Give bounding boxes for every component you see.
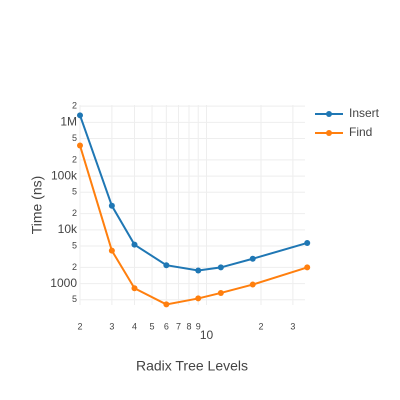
y-axis-title: Time (ns)	[29, 176, 45, 235]
point	[108, 247, 115, 254]
y-tick-label: 100k	[51, 168, 78, 182]
y-tick-label: 2	[72, 262, 77, 272]
x-tick-label: 6	[164, 321, 169, 331]
point	[195, 267, 202, 274]
point	[131, 285, 138, 292]
point	[217, 289, 224, 296]
y-tick-label: 2	[72, 208, 77, 218]
grid	[79, 105, 305, 305]
point	[249, 281, 256, 288]
series-line	[79, 145, 308, 306]
y-tick-label: 2	[72, 154, 77, 164]
y-tick-label: 1M	[60, 114, 77, 128]
point	[77, 112, 83, 119]
y-tick-label: 5	[72, 187, 77, 197]
point	[304, 264, 311, 271]
y-tick-label: 5	[72, 240, 77, 250]
x-tick-label: 3	[290, 321, 295, 331]
point	[131, 241, 138, 248]
point	[108, 202, 115, 209]
point	[217, 264, 224, 271]
x-tick-label: 2	[77, 321, 82, 331]
legend-label: Insert	[349, 106, 380, 120]
y-tick-label: 5	[72, 294, 77, 304]
point	[304, 239, 311, 246]
x-axis-title: Radix Tree Levels	[136, 358, 248, 374]
x-tick-label: 8	[186, 321, 191, 331]
y-tick-label: 10k	[58, 222, 78, 236]
y-tick-label: 2	[72, 101, 77, 111]
x-tick-label: 3	[109, 321, 114, 331]
y-tick-label: 5	[72, 133, 77, 143]
x-tick-label: 10	[200, 328, 214, 342]
series-line	[79, 114, 308, 272]
x-tick-label: 7	[176, 321, 181, 331]
point	[163, 262, 170, 269]
x-tick-label: 5	[150, 321, 155, 331]
legend-marker	[326, 111, 332, 117]
legend-label: Find	[349, 125, 372, 139]
point	[195, 295, 202, 302]
point	[249, 255, 256, 262]
x-tick-label: 9	[196, 321, 201, 331]
point	[77, 142, 83, 149]
x-tick-label: 2	[259, 321, 264, 331]
x-tick-label: 4	[132, 321, 137, 331]
legend-marker	[326, 130, 332, 136]
y-tick-label: 1000	[50, 276, 77, 290]
point	[163, 301, 170, 308]
